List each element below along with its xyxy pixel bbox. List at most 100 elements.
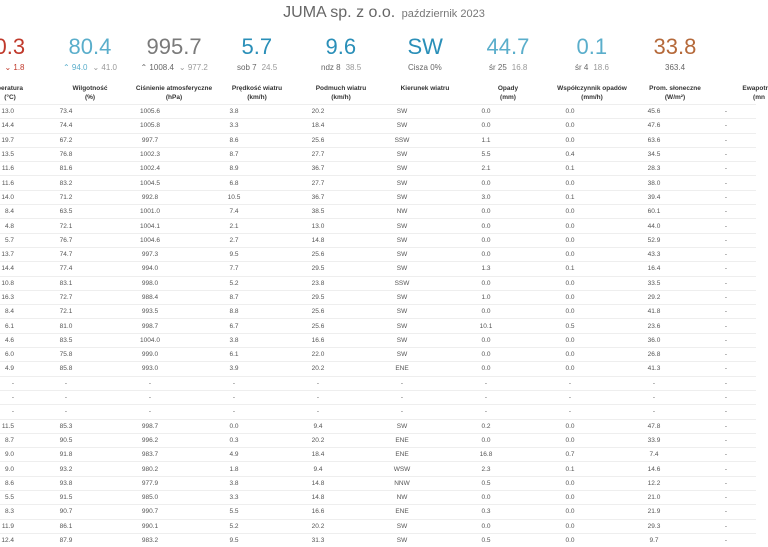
table-cell: 0.0 <box>444 118 528 134</box>
table-cell: - <box>696 161 756 176</box>
table-cell: 44.0 <box>612 218 696 234</box>
table-cell: 4.9 <box>192 447 276 462</box>
table-cell: 0.0 <box>528 475 612 491</box>
table-cell: 10.5 <box>192 189 276 205</box>
table-cell: 5.7 <box>0 232 24 248</box>
stat-sub1: ndz 8 <box>321 63 341 72</box>
table-cell: - <box>108 375 192 391</box>
table-row: 11.6 81.6 1002.4 8.9 36.7 SW 2.1 0.1 28.3- <box>0 161 756 176</box>
table-cell: 0.0 <box>444 175 528 191</box>
table-cell: 47.6 <box>612 118 696 134</box>
table-cell: 11.9 <box>0 518 24 534</box>
table-cell: 72.7 <box>24 289 108 305</box>
table-cell: 1004.1 <box>108 218 192 234</box>
table-cell: 25.6 <box>276 246 360 262</box>
table-cell: 67.2 <box>24 132 108 148</box>
column-header[interactable]: Prom. słoneczne (W/m²) <box>649 85 701 101</box>
table-cell: - <box>276 404 360 420</box>
stat-value: 44.7 <box>486 34 530 59</box>
table-cell: 14.8 <box>276 475 360 491</box>
table-cell: 998.7 <box>108 318 192 334</box>
weather-table: 13.0 73.4 1005.6 3.8 20.2 SW 0.0 0.0 45.6-14.4 74… <box>0 103 756 547</box>
stat-value: 9.6 <box>325 34 357 59</box>
table-cell: 83.1 <box>24 275 108 291</box>
table-cell: 8.4 <box>0 304 24 319</box>
table-cell: SSW <box>360 132 444 148</box>
table-cell: 993.0 <box>108 361 192 377</box>
column-header[interactable]: peratura(°C) <box>0 85 23 101</box>
table-cell: - <box>0 375 24 391</box>
table-cell: 20.2 <box>276 361 360 377</box>
table-cell: SW <box>360 146 444 162</box>
table-cell: 2.3 <box>444 461 528 477</box>
stat-sub1: śr 4 <box>575 63 589 72</box>
table-cell: 23.8 <box>276 275 360 291</box>
column-header[interactable]: Współczynnik opadów (mm/h) <box>557 85 627 101</box>
table-cell: SW <box>360 232 444 248</box>
table-cell: 13.0 <box>276 218 360 234</box>
table-cell: NNW <box>360 475 444 491</box>
table-cell: 22.0 <box>276 347 360 362</box>
table-row: 16.3 72.7 988.4 8.7 29.5 SW 1.0 0.0 29.2- <box>0 289 756 305</box>
table-cell: 5.2 <box>192 518 276 534</box>
table-cell: 19.7 <box>0 132 24 148</box>
table-cell: 1.8 <box>192 461 276 477</box>
table-cell: 0.5 <box>444 475 528 491</box>
table-cell: 2.7 <box>192 232 276 248</box>
table-cell: SW <box>360 118 444 134</box>
table-cell: 26.8 <box>612 347 696 362</box>
table-cell: 21.0 <box>612 490 696 505</box>
column-header[interactable]: Ciśnienie atmosferyczne (hPa) <box>135 85 213 101</box>
table-cell: SW <box>360 304 444 319</box>
table-cell: 6.0 <box>0 347 24 362</box>
table-row: 5.5 91.5 985.0 3.3 14.8 NW 0.0 0.0 21.0- <box>0 490 756 505</box>
table-cell: - <box>696 204 756 219</box>
table-cell: 7.4 <box>192 204 276 219</box>
table-cell: 0.0 <box>528 232 612 248</box>
table-cell: SW <box>360 103 444 119</box>
table-cell: 1.0 <box>444 289 528 305</box>
table-cell: SW <box>360 318 444 334</box>
table-cell: SW <box>360 161 444 176</box>
table-cell: 8.7 <box>0 432 24 448</box>
table-cell: 1004.0 <box>108 332 192 348</box>
table-cell: 8.6 <box>192 132 276 148</box>
table-cell: - <box>24 389 108 405</box>
table-cell: 5.5 <box>192 504 276 520</box>
column-header[interactable]: Podmuch wiatru (km/h) <box>315 85 367 101</box>
table-cell: 13.7 <box>0 246 24 262</box>
table-cell: - <box>696 132 756 148</box>
table-cell: 0.0 <box>444 103 528 119</box>
column-header[interactable]: Ewapotran(mn <box>742 85 768 101</box>
table-cell: 8.7 <box>192 289 276 305</box>
table-cell: 3.0 <box>444 189 528 205</box>
table-cell: - <box>0 389 24 405</box>
table-row: 13.7 74.7 997.3 9.5 25.6 SW 0.0 0.0 43.3- <box>0 246 756 262</box>
table-cell: 7.7 <box>192 261 276 277</box>
table-cell: - <box>696 532 756 547</box>
column-header[interactable]: Prędkość wiatru (km/h) <box>231 85 283 101</box>
table-cell: - <box>0 404 24 420</box>
table-cell: 45.6 <box>612 103 696 119</box>
table-cell: - <box>696 418 756 434</box>
stat-subvalues: ⌃ 1008.4 ⌄ 977.2 <box>141 63 208 72</box>
table-cell: 28.3 <box>612 161 696 176</box>
stat-subvalues: śr 25 16.8 <box>489 63 527 72</box>
stat-value: 80.4 <box>68 34 112 59</box>
column-header[interactable]: Wilgotność (%) <box>72 85 108 101</box>
stat-value: 5.7 <box>241 34 273 59</box>
table-cell: 7.4 <box>612 447 696 462</box>
table-cell: 72.1 <box>24 218 108 234</box>
column-header[interactable]: Opady (mm) <box>497 85 519 101</box>
table-cell: WSW <box>360 461 444 477</box>
column-header[interactable]: Kierunek wiatru <box>400 85 450 92</box>
table-cell: - <box>696 246 756 262</box>
table-cell: 3.9 <box>192 361 276 377</box>
table-cell: - <box>612 389 696 405</box>
stat-sub2: ⌄ 41.0 <box>92 63 118 72</box>
stat-sub2: 16.8 <box>511 63 528 72</box>
table-cell: 9.5 <box>192 246 276 262</box>
table-row: 8.6 93.8 977.9 3.8 14.8 NNW 0.5 0.0 12.2- <box>0 475 756 491</box>
table-cell: - <box>696 318 756 334</box>
table-row: 4.8 72.1 1004.1 2.1 13.0 SW 0.0 0.0 44.0- <box>0 218 756 234</box>
